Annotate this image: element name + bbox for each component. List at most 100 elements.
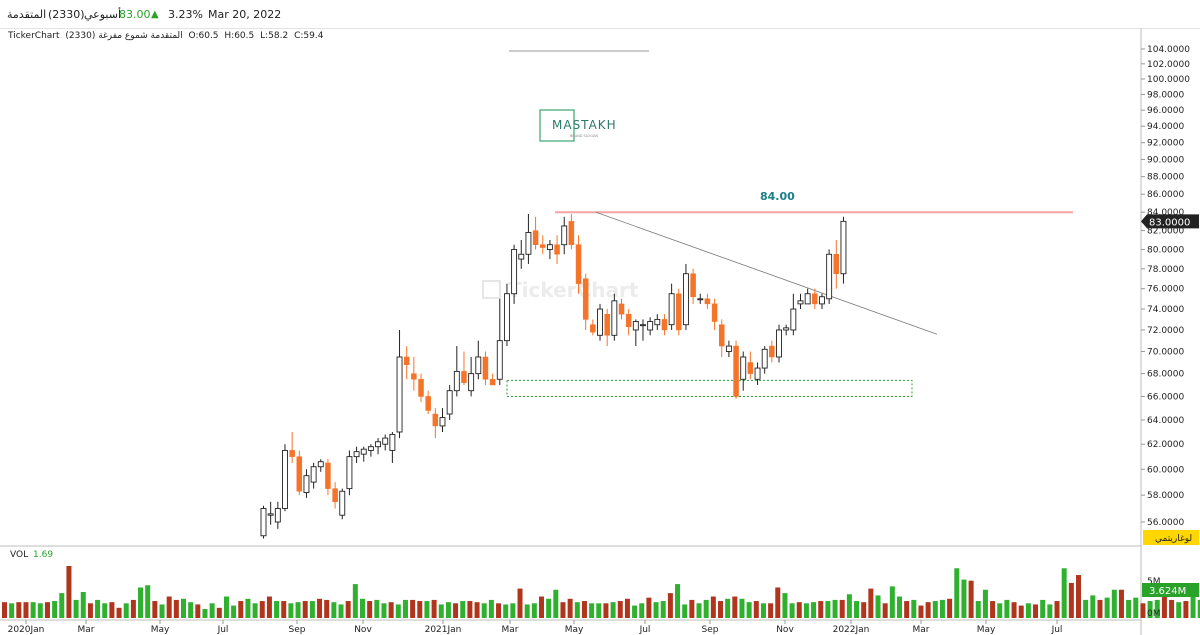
y-tick-label: 78.0000 <box>1147 265 1184 275</box>
volume-bar <box>1054 601 1060 618</box>
volume-bar <box>259 601 265 618</box>
candle-up <box>761 348 768 369</box>
candle-up <box>310 466 317 483</box>
volume-bar <box>317 598 323 618</box>
volume-bar <box>1061 568 1067 618</box>
volume-bar <box>646 597 652 618</box>
candle-down <box>618 303 625 315</box>
volume-bar <box>1033 604 1039 618</box>
candle-up <box>632 321 639 331</box>
candle-down <box>625 313 632 328</box>
logo-text: MASTAKH <box>552 118 617 132</box>
volume-bar <box>854 601 860 618</box>
brand-name: TickerChart <box>8 31 60 41</box>
candle-up <box>317 461 324 468</box>
volume-bar <box>775 587 781 618</box>
candle-down <box>432 413 439 427</box>
volume-bar <box>223 596 229 618</box>
volume-bar <box>531 603 537 618</box>
volume-bar <box>617 601 623 618</box>
volume-bar <box>417 601 423 618</box>
y-tick-label: 74.0000 <box>1147 305 1184 315</box>
x-tick-label: Nov <box>776 625 794 635</box>
volume-bar <box>732 596 738 618</box>
y-tick-label: 86.0000 <box>1147 190 1184 200</box>
volume-bar <box>539 596 544 618</box>
candle-down <box>418 379 424 397</box>
period-selector[interactable]: أسبوعي <box>84 8 122 21</box>
symbol-code[interactable]: (2330) <box>48 8 85 21</box>
volume-bar <box>1147 601 1153 618</box>
y-tick-label: 66.0000 <box>1147 392 1184 402</box>
volume-bar <box>861 602 867 618</box>
volume-bar <box>381 603 387 618</box>
volume-bar <box>23 602 29 618</box>
candle-up <box>260 508 267 537</box>
candle-up <box>267 513 274 516</box>
volume-bar <box>961 579 967 618</box>
volume-tag <box>1142 583 1199 597</box>
volume-bar <box>574 602 580 618</box>
volume-bar <box>897 596 902 618</box>
y-tick-label: 68.0000 <box>1147 370 1184 380</box>
volume-bar <box>782 593 788 618</box>
volume-bar <box>496 603 502 618</box>
candle-down <box>711 303 718 322</box>
candle-up <box>525 232 532 255</box>
volume-bar <box>367 601 373 618</box>
y-tick-label: 98.0000 <box>1147 90 1184 100</box>
volume-bar <box>2 602 7 618</box>
y-tick-label: 64.0000 <box>1147 416 1184 426</box>
candle-down <box>403 356 410 365</box>
volume-bar <box>274 601 280 618</box>
candle-down <box>425 396 431 411</box>
volume-bar <box>546 598 552 618</box>
candle-down <box>661 319 668 331</box>
volume-bar <box>632 605 638 618</box>
symbol-name[interactable]: المتقدمة <box>7 8 47 21</box>
candle-up <box>339 490 346 516</box>
volume-bar <box>918 605 924 618</box>
y-tick-label: 90.0000 <box>1147 155 1184 165</box>
volume-bar <box>832 599 838 618</box>
volume-bar <box>689 599 695 618</box>
volume-bar <box>560 602 566 618</box>
candle-down <box>289 450 295 457</box>
y-axis[interactable]: 104.0000 102.0000 100.0000 98.0000 96.0000 94… <box>1141 45 1199 528</box>
volume-bar <box>302 601 308 618</box>
log-scale-label[interactable]: لوغاريتمي <box>1155 534 1192 544</box>
candle-up <box>396 356 403 433</box>
candle-up <box>797 300 804 305</box>
volume-bar <box>796 602 802 618</box>
y-tick-label: 84.0000 <box>1147 208 1184 218</box>
x-tick-label: 2020Jan <box>8 625 45 635</box>
volume-bar <box>195 604 201 618</box>
candle-down <box>575 244 582 284</box>
volume-bar <box>1154 599 1160 618</box>
logo-subtext: BRAND SLOGAN <box>570 134 598 138</box>
candle-down <box>296 456 303 492</box>
volume-bar <box>739 598 745 618</box>
x-tick-label: May <box>565 625 584 635</box>
volume-bar <box>9 603 15 618</box>
candle-up <box>453 370 460 392</box>
volume-bar <box>725 598 731 618</box>
volume-bar <box>295 602 301 618</box>
log-scale-toggle[interactable] <box>1143 530 1199 545</box>
volume-bar <box>581 601 587 618</box>
candle-down <box>461 371 467 383</box>
x-tick-label: Sep <box>702 625 719 635</box>
volume-bar <box>460 601 466 618</box>
open-value: O:60.5 <box>188 31 219 41</box>
volume-value: 1.69 <box>33 550 53 560</box>
low-value: L:58.2 <box>260 31 289 41</box>
volume-bar <box>553 589 559 618</box>
volume-bar <box>66 566 72 618</box>
volume-bar <box>760 603 766 618</box>
candle-up <box>475 356 482 375</box>
volume-bar <box>216 607 222 618</box>
candle-down <box>704 298 711 305</box>
x-tick-label: May <box>977 625 996 635</box>
volume-bar <box>102 603 108 618</box>
